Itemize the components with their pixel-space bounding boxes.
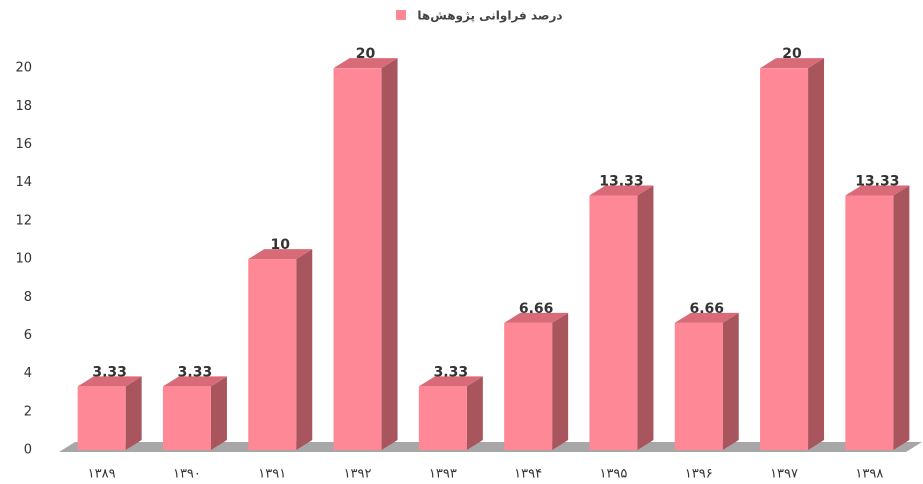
bar-top [418,376,483,387]
bar-top [760,58,825,69]
bar-side [552,312,569,450]
y-tick-label: 20 [15,61,32,76]
bar-side [125,376,142,450]
bar [760,68,809,450]
value-label: 13.33 [599,174,643,190]
y-tick-label: 18 [15,99,32,114]
y-tick-label: 8 [24,290,32,305]
y-tick-label: 12 [15,213,32,228]
x-tick-label: ۱۳۸۹ [88,467,116,482]
bar [418,386,467,450]
bar [162,386,211,450]
x-tick-label: ۱۳۹۲ [344,467,372,482]
bar-top [333,58,398,69]
value-label: 6.66 [519,301,554,317]
x-tick-label: ۱۳۹۶ [685,467,713,482]
bar [248,259,297,450]
bar-side [296,249,313,450]
x-tick-label: ۱۳۹۷ [770,467,798,482]
y-tick-label: 4 [24,366,32,381]
value-label: 13.33 [855,174,899,190]
bar [77,386,126,450]
y-tick-label: 10 [15,252,32,267]
bar-top [589,185,654,196]
x-tick-label: ۱۳۹۸ [855,467,883,482]
bar [333,68,382,450]
bar [504,322,553,450]
y-tick-label: 14 [15,175,32,190]
bar [589,195,638,450]
legend-label: درصد فراوانی پژوهش‌ها [417,9,562,24]
y-tick-label: 6 [24,328,32,343]
bar-top [77,376,142,387]
value-label: 20 [356,46,376,62]
bar-top [248,249,313,260]
bar-side [808,58,825,450]
value-label: 3.33 [92,364,127,380]
bar-side [637,185,654,450]
value-label: 3.33 [178,364,213,380]
value-label: 20 [782,46,802,62]
bar [674,322,723,450]
bar-side [210,376,227,450]
legend-swatch [396,10,406,20]
x-tick-label: ۱۳۹۱ [258,467,286,482]
x-tick-label: ۱۳۹۵ [599,467,627,482]
bar-side [722,312,739,450]
y-tick-label: 16 [15,137,32,152]
value-label: 3.33 [434,364,469,380]
y-tick-label: 0 [24,443,32,458]
x-tick-label: ۱۳۹۴ [514,467,542,482]
x-tick-label: ۱۳۹۳ [429,467,457,482]
bar [845,195,894,450]
bar-top [674,312,739,323]
value-label: 10 [271,237,291,253]
bar-top [504,312,569,323]
bar-top [845,185,910,196]
bar-side [466,376,483,450]
bar-side [893,185,910,450]
value-label: 6.66 [689,301,724,317]
x-tick-label: ۱۳۹۰ [173,467,201,482]
y-tick-label: 2 [24,404,32,419]
bar-top [162,376,227,387]
bar-side [381,58,398,450]
